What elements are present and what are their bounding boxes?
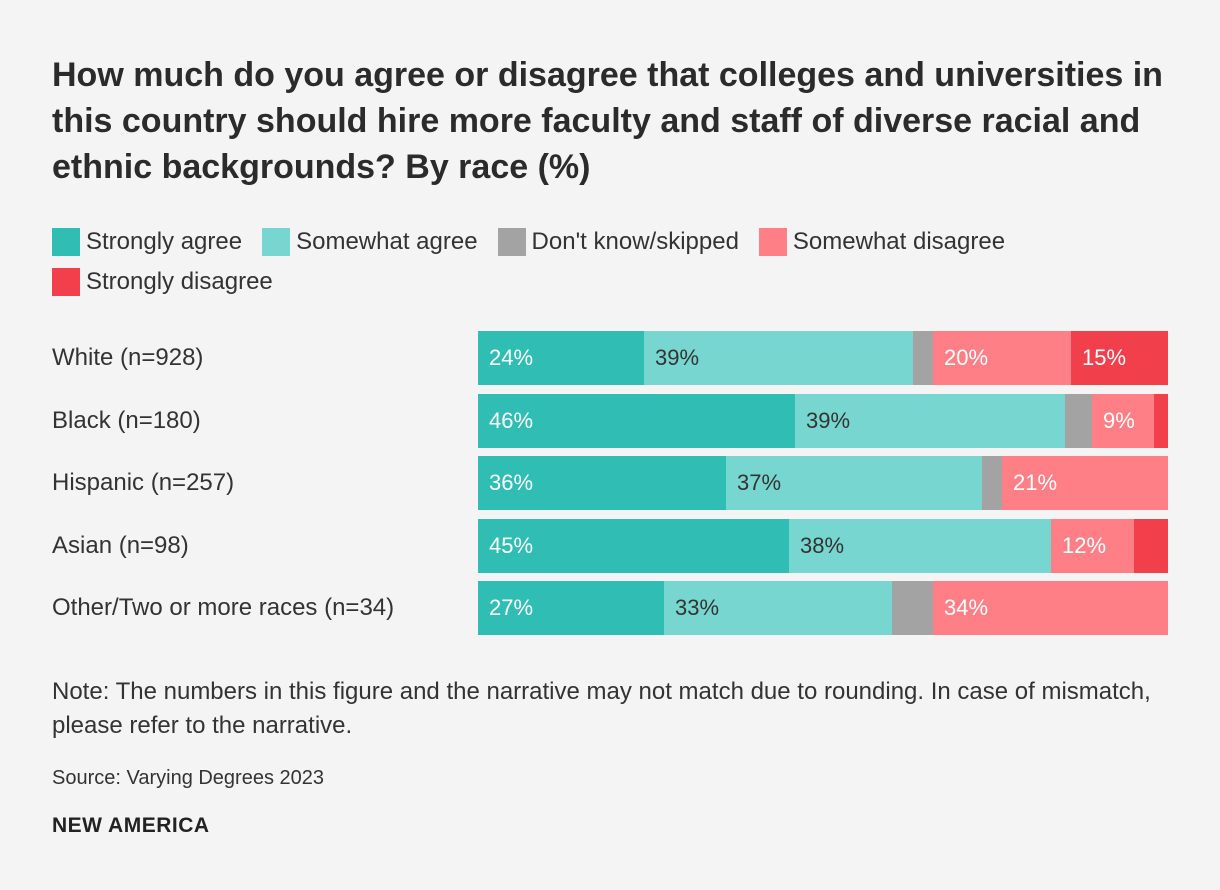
bar-row: 27% 33% 34% (478, 581, 1168, 635)
row-label: Asian (n=98) (52, 532, 189, 559)
data-label: 27% (489, 595, 534, 620)
bar-segment-somewhat-disagree (1002, 456, 1168, 510)
legend-label: Strongly agree (86, 228, 243, 255)
chart-title: How much do you agree or disagree that c… (52, 56, 1163, 186)
legend-item-don-t-know-skipped: Don't know/skipped (497, 228, 739, 256)
legend-label: Somewhat agree (296, 228, 478, 255)
bar-row: 36% 37% 21% (478, 456, 1168, 510)
data-label: 38% (800, 533, 845, 558)
bar-segment-somewhat-disagree (1051, 519, 1134, 573)
bar-segment-strongly-agree (478, 394, 795, 448)
bar-segment-strongly-disagree (1154, 394, 1168, 448)
bar-segment-strongly-agree (478, 519, 789, 573)
data-label: 33% (675, 595, 720, 620)
legend-swatch (758, 228, 787, 256)
data-label: 9% (1103, 408, 1135, 433)
legend-label: Don't know/skipped (531, 228, 739, 255)
data-label: 46% (489, 408, 534, 433)
data-label: 39% (655, 345, 700, 370)
bar-segment-somewhat-agree (726, 456, 982, 510)
bar-segment-somewhat-disagree (933, 331, 1071, 385)
source-text: Source: Varying Degrees 2023 (52, 767, 325, 789)
data-label: 15% (1082, 345, 1127, 370)
stacked-bar-chart: White (n=928) 24% 39% 20% 15% Black (n=180) 46… (52, 331, 1168, 635)
legend-item-somewhat-agree: Somewhat agree (262, 228, 478, 256)
bar-segment-strongly-disagree (1134, 519, 1168, 573)
legend-swatch (52, 268, 80, 296)
legend-item-strongly-disagree: Strongly disagree (52, 268, 273, 296)
note-text: Note: The numbers in this figure and the… (52, 678, 1151, 739)
data-label: 36% (489, 470, 534, 495)
bar-segment-don-t-know-skipped (982, 456, 1002, 510)
data-label: 34% (944, 595, 989, 620)
legend-swatch (497, 228, 526, 256)
bar-row: 46% 39% 9% (478, 394, 1168, 448)
bar-segment-don-t-know-skipped (913, 331, 933, 385)
bar-segment-somewhat-agree (795, 394, 1065, 448)
data-label: 12% (1062, 533, 1107, 558)
bar-segment-strongly-agree (478, 331, 644, 385)
legend-swatch (262, 228, 291, 256)
data-label: 24% (489, 345, 534, 370)
bar-segment-strongly-agree (478, 456, 726, 510)
brand-logo: NEW AMERICA (52, 814, 210, 837)
data-label: 21% (1013, 470, 1058, 495)
bar-segment-somewhat-agree (789, 519, 1051, 573)
row-label: White (n=928) (52, 344, 204, 371)
row-label: Other/Two or more races (n=34) (52, 594, 395, 621)
row-label: Black (n=180) (52, 407, 201, 434)
data-label: 45% (489, 533, 534, 558)
legend-item-strongly-agree: Strongly agree (52, 228, 242, 256)
legend-label: Strongly disagree (86, 268, 273, 295)
data-label: 20% (944, 345, 989, 370)
bar-segment-somewhat-disagree (1092, 394, 1154, 448)
data-label: 39% (806, 408, 851, 433)
legend: Strongly agree Somewhat agree Don't know/s… (52, 228, 1182, 296)
row-label: Hispanic (n=257) (52, 469, 235, 496)
legend-item-somewhat-disagree: Somewhat disagree (758, 228, 1006, 256)
bar-segment-don-t-know-skipped (892, 581, 933, 635)
bar-segment-somewhat-disagree (933, 581, 1168, 635)
bar-segment-somewhat-agree (644, 331, 913, 385)
bar-row: 24% 39% 20% 15% (478, 331, 1168, 385)
bar-segment-somewhat-agree (664, 581, 892, 635)
legend-label: Somewhat disagree (792, 228, 1006, 255)
bar-row: 45% 38% 12% (478, 519, 1168, 573)
bar-segment-strongly-disagree (1071, 331, 1168, 385)
bar-segment-don-t-know-skipped (1065, 394, 1092, 448)
legend-swatch (52, 228, 80, 256)
bar-segment-strongly-agree (478, 581, 664, 635)
data-label: 37% (737, 470, 782, 495)
